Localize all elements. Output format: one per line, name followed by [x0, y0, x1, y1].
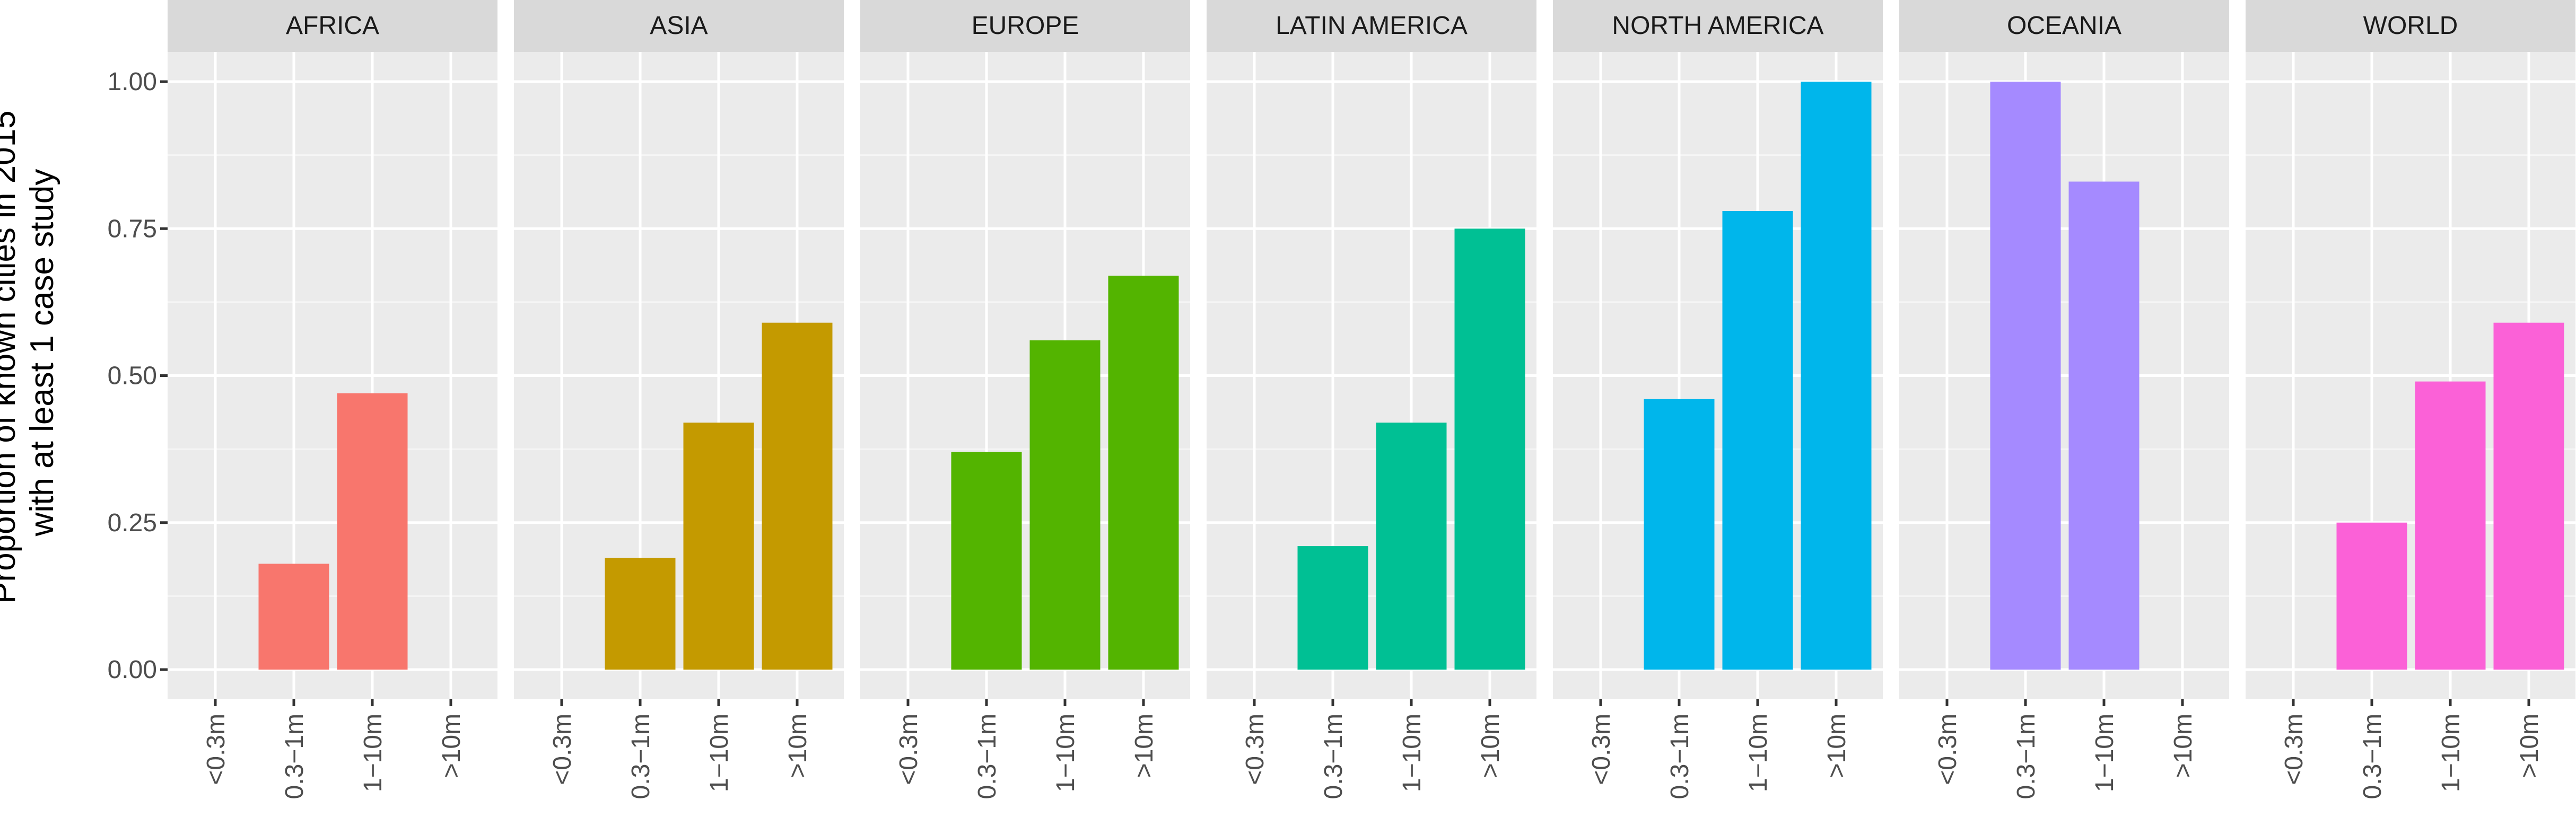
y-axis: 0.00 0.25 0.50 0.75 1.00 [108, 68, 168, 684]
y-axis-title-line-2: with at least 1 case study [24, 169, 60, 537]
x-tick-label: <0.3m [1241, 714, 1269, 785]
facet-panel: AFRICA <0.3m 0.3−1m 1−10m >10m [168, 0, 497, 799]
x-tick-label: >10m [1477, 714, 1505, 778]
bar [1376, 423, 1447, 670]
bar [1108, 275, 1179, 670]
x-tick-label: 0.3−1m [1666, 714, 1694, 799]
x-tick-label: 0.3−1m [2012, 714, 2040, 799]
x-tick-label: 1−10m [2091, 714, 2119, 792]
bar [2415, 381, 2486, 670]
y-tick-label: 1.00 [108, 68, 157, 96]
x-tick-label: 0.3−1m [2359, 714, 2387, 799]
bar [605, 558, 676, 670]
x-tick-label: >10m [1130, 714, 1158, 778]
x-tick-label: <0.3m [2280, 714, 2308, 785]
bar [1801, 82, 1872, 670]
bar [683, 423, 754, 670]
x-tick-label: <0.3m [895, 714, 923, 785]
x-tick-label: >10m [2516, 714, 2544, 778]
bar [1990, 82, 2061, 670]
facet-panel: EUROPE <0.3m 0.3−1m 1−10m >10m [860, 0, 1190, 799]
facet-panel: ASIA <0.3m 0.3−1m 1−10m >10m [514, 0, 844, 799]
facet-strip-label: EUROPE [972, 12, 1079, 40]
bar [2068, 181, 2140, 670]
bar [1454, 228, 1525, 670]
facet-panel: LATIN AMERICA <0.3m 0.3−1m 1−10m >10m [1207, 0, 1536, 799]
x-tick-label: >10m [438, 714, 466, 778]
x-tick-label: 0.3−1m [281, 714, 309, 799]
y-axis-title-line-1: Proportion of known cities in 2015 [0, 110, 22, 604]
x-tick-label: 1−10m [1744, 714, 1772, 792]
y-tick-label: 0.25 [108, 509, 157, 537]
y-tick-label: 0.00 [108, 656, 157, 684]
bar [951, 452, 1022, 670]
y-tick-label: 0.50 [108, 362, 157, 390]
facet-strip [1553, 0, 1883, 52]
bar [1722, 210, 1793, 670]
y-axis-title: Proportion of known cities in 2015 with … [0, 101, 60, 604]
x-tick-label: >10m [2169, 714, 2197, 778]
bar [2493, 322, 2564, 670]
x-tick-label: 1−10m [359, 714, 387, 792]
facet-strip [860, 0, 1190, 52]
facet-strip-label: LATIN AMERICA [1276, 12, 1468, 40]
facet-strip [168, 0, 497, 52]
x-tick-label: 1−10m [2437, 714, 2465, 792]
facet-strip-label: ASIA [650, 12, 708, 40]
facet-panel: OCEANIA <0.3m 0.3−1m 1−10m >10m [1899, 0, 2229, 799]
facet-strip-label: OCEANIA [2007, 12, 2121, 40]
bar [258, 564, 329, 670]
facet-panel: WORLD <0.3m 0.3−1m 1−10m >10m [2246, 0, 2575, 799]
x-tick-label: <0.3m [202, 714, 230, 785]
bar [1644, 399, 1715, 670]
facet-panels: AFRICA <0.3m 0.3−1m 1−10m >10m ASIA <0.3m 0.3−1… [168, 0, 2575, 799]
facet-strip-label: WORLD [2363, 12, 2458, 40]
x-tick-label: <0.3m [1587, 714, 1616, 785]
facet-strip [1899, 0, 2229, 52]
x-tick-label: 1−10m [1398, 714, 1426, 792]
facet-strip [514, 0, 844, 52]
facet-strip [1207, 0, 1536, 52]
bar [1297, 546, 1368, 670]
y-tick-label: 0.75 [108, 215, 157, 243]
x-tick-label: 0.3−1m [627, 714, 655, 799]
x-tick-label: 0.3−1m [1320, 714, 1348, 799]
bar [762, 322, 833, 670]
x-tick-label: 1−10m [705, 714, 733, 792]
bar [2336, 522, 2407, 670]
x-tick-label: >10m [784, 714, 812, 778]
x-tick-label: 1−10m [1052, 714, 1080, 792]
facet-strip-label: AFRICA [286, 12, 379, 40]
x-tick-label: <0.3m [1934, 714, 1962, 785]
x-tick-label: <0.3m [548, 714, 577, 785]
facet-panel: NORTH AMERICA <0.3m 0.3−1m 1−10m >10m [1553, 0, 1883, 799]
x-tick-label: >10m [1823, 714, 1851, 778]
facet-strip-label: NORTH AMERICA [1612, 12, 1823, 40]
bar [1029, 340, 1101, 670]
bar [337, 393, 408, 670]
x-tick-label: 0.3−1m [973, 714, 1001, 799]
facet-strip [2246, 0, 2575, 52]
